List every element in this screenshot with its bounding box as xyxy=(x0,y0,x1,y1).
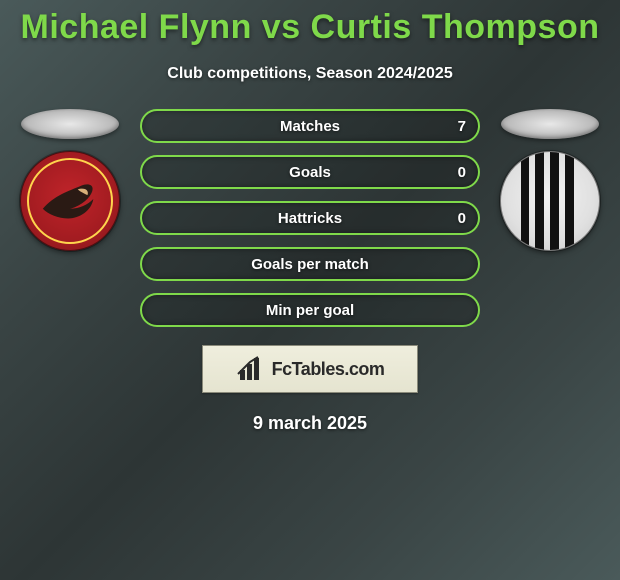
stats-column: Matches 7 Goals 0 Hattricks 0 Goals per … xyxy=(140,109,480,327)
brand-box: FcTables.com xyxy=(202,345,418,393)
brand-text: FcTables.com xyxy=(272,359,385,380)
player-right-column xyxy=(500,109,600,251)
stat-right-value: 0 xyxy=(458,210,466,227)
stat-row-goals-per-match: Goals per match xyxy=(140,247,480,281)
stat-label: Min per goal xyxy=(266,302,354,319)
club-badge-right xyxy=(500,151,600,251)
player-left-column xyxy=(20,109,120,251)
comparison-row: Matches 7 Goals 0 Hattricks 0 Goals per … xyxy=(0,109,620,327)
page-title: Michael Flynn vs Curtis Thompson xyxy=(0,0,620,47)
bar-chart-icon xyxy=(236,356,266,382)
stat-label: Hattricks xyxy=(278,210,342,227)
stat-row-hattricks: Hattricks 0 xyxy=(140,201,480,235)
stat-right-value: 0 xyxy=(458,164,466,181)
player-left-silhouette xyxy=(21,109,119,139)
swift-bird-icon xyxy=(35,166,105,236)
stat-row-matches: Matches 7 xyxy=(140,109,480,143)
stat-right-value: 7 xyxy=(458,118,466,135)
subtitle: Club competitions, Season 2024/2025 xyxy=(0,65,620,83)
stat-row-goals: Goals 0 xyxy=(140,155,480,189)
stat-label: Goals xyxy=(289,164,331,181)
player-right-silhouette xyxy=(501,109,599,139)
stat-row-min-per-goal: Min per goal xyxy=(140,293,480,327)
stat-label: Matches xyxy=(280,118,340,135)
date-text: 9 march 2025 xyxy=(0,413,620,434)
club-badge-left xyxy=(20,151,120,251)
stat-label: Goals per match xyxy=(251,256,369,273)
